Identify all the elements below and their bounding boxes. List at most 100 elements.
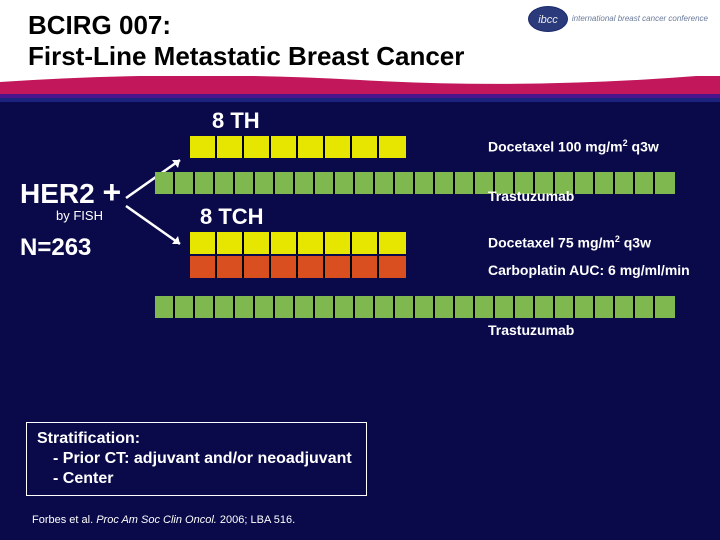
bar-segment (175, 172, 195, 194)
n-label: N=263 (20, 234, 91, 262)
title-line2: First-Line Metastatic Breast Cancer (28, 41, 464, 71)
bar-segment (655, 172, 675, 194)
bar-segment (235, 296, 255, 318)
desc-trastuzumab-top: Trastuzumab (488, 188, 574, 204)
arrow-down (122, 202, 192, 250)
bar-segment (375, 296, 395, 318)
bar-segment (315, 172, 335, 194)
bar-segment (415, 296, 435, 318)
bar-segment (635, 296, 655, 318)
bar-segment (379, 232, 406, 254)
bar-segment (271, 256, 298, 278)
bar-segment (379, 256, 406, 278)
bar-segment (435, 296, 455, 318)
stratification-box: Stratification: - Prior CT: adjuvant and… (26, 422, 367, 496)
desc-carboplatin: Carboplatin AUC: 6 mg/ml/min (488, 262, 690, 278)
bar-segment (255, 172, 275, 194)
bar-segment (217, 232, 244, 254)
bar-segment (155, 296, 175, 318)
bar-segment (195, 296, 215, 318)
her2-label: HER2 + (20, 174, 121, 211)
bar-segment (325, 232, 352, 254)
strat-line1: - Prior CT: adjuvant and/or neoadjuvant (37, 449, 352, 469)
bar-segment (575, 296, 595, 318)
bar-segment (435, 172, 455, 194)
bar-segment (155, 172, 175, 194)
bar-segment (475, 296, 495, 318)
bar-segment (275, 296, 295, 318)
bar-segment (244, 256, 271, 278)
bar-segment (515, 296, 535, 318)
bar-segment (244, 136, 271, 158)
bar-segment (335, 172, 355, 194)
bar-segment (495, 296, 515, 318)
bar-segment (655, 296, 675, 318)
bar-segment (271, 232, 298, 254)
bar-segment (355, 172, 375, 194)
header-wave (0, 76, 720, 102)
bar-trastuzumab-top (155, 172, 675, 194)
bar-segment (355, 296, 375, 318)
bar-segment (595, 296, 615, 318)
arm-tch-label: 8 TCH (200, 204, 264, 230)
bar-docetaxel-100 (190, 136, 406, 158)
desc-docetaxel-75: Docetaxel 75 mg/m2 q3w (488, 234, 651, 251)
bar-segment (175, 296, 195, 318)
bar-segment (295, 172, 315, 194)
bar-segment (415, 172, 435, 194)
bar-segment (215, 296, 235, 318)
bar-segment (595, 172, 615, 194)
bar-segment (298, 256, 325, 278)
bar-segment (375, 172, 395, 194)
bar-segment (190, 232, 217, 254)
bar-segment (395, 296, 415, 318)
bar-segment (315, 296, 335, 318)
arm-th-label: 8 TH (212, 108, 260, 134)
bar-segment (335, 296, 355, 318)
svg-text:ibcc: ibcc (538, 14, 558, 26)
header: BCIRG 007: First-Line Metastatic Breast … (0, 0, 720, 76)
bar-segment (635, 172, 655, 194)
bar-segment (379, 136, 406, 158)
bar-segment (271, 136, 298, 158)
logo: ibcc international breast cancer confere… (528, 6, 708, 32)
bar-segment (244, 232, 271, 254)
bar-segment (195, 172, 215, 194)
bar-segment (298, 136, 325, 158)
bar-segment (555, 296, 575, 318)
bar-segment (455, 296, 475, 318)
bar-segment (535, 296, 555, 318)
logo-text: international breast cancer conference (572, 15, 708, 23)
strat-title: Stratification: (37, 429, 352, 449)
logo-icon: ibcc (528, 6, 568, 32)
bar-segment (295, 296, 315, 318)
bar-segment (352, 136, 379, 158)
bar-segment (235, 172, 255, 194)
bar-segment (325, 136, 352, 158)
desc-docetaxel-100: Docetaxel 100 mg/m2 q3w (488, 138, 659, 155)
citation: Forbes et al. Proc Am Soc Clin Oncol. 20… (32, 514, 295, 526)
bar-segment (615, 172, 635, 194)
bar-segment (217, 136, 244, 158)
bar-segment (352, 256, 379, 278)
bar-segment (190, 136, 217, 158)
by-fish-label: by FISH (56, 208, 103, 223)
bar-segment (615, 296, 635, 318)
bar-carboplatin (190, 256, 406, 278)
bar-trastuzumab-bottom (155, 296, 675, 318)
bar-segment (395, 172, 415, 194)
title-line1: BCIRG 007: (28, 10, 171, 40)
bar-segment (455, 172, 475, 194)
bar-segment (190, 256, 217, 278)
bar-segment (215, 172, 235, 194)
bar-segment (352, 232, 379, 254)
desc-trastuzumab-bottom: Trastuzumab (488, 322, 574, 338)
bar-segment (298, 232, 325, 254)
strat-line2: - Center (37, 469, 352, 489)
bar-segment (575, 172, 595, 194)
bar-segment (275, 172, 295, 194)
bar-segment (325, 256, 352, 278)
bar-segment (217, 256, 244, 278)
bar-docetaxel-75 (190, 232, 406, 254)
bar-segment (255, 296, 275, 318)
